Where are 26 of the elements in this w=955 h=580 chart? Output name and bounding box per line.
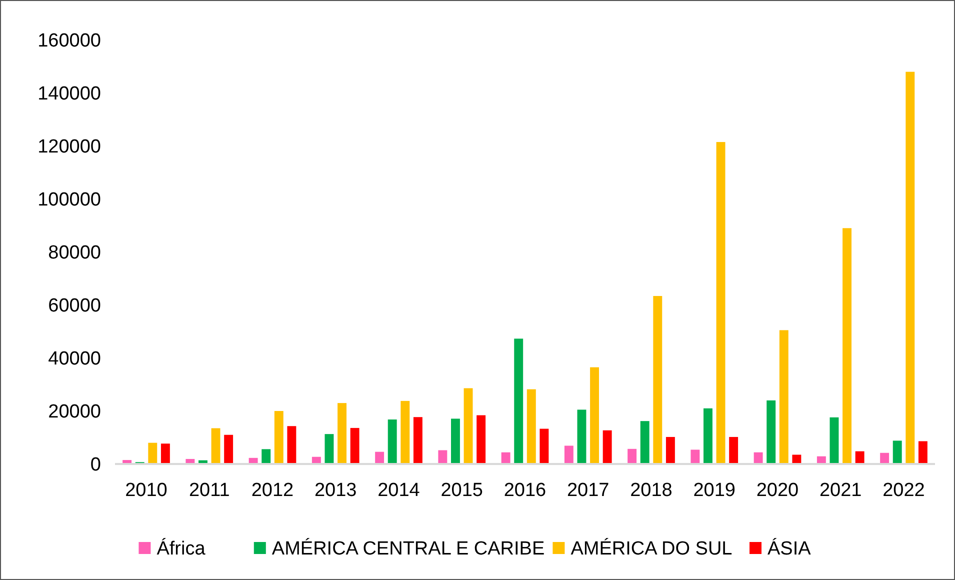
x-tick-label: 2016 — [504, 480, 546, 501]
y-tick-label: 60000 — [48, 296, 101, 317]
y-tick-label: 120000 — [38, 136, 101, 158]
y-tick-label: 80000 — [48, 242, 101, 264]
x-tick-label: 2013 — [314, 480, 357, 501]
legend-label: AMÉRICA DO SUL — [570, 538, 732, 560]
y-tick-label: 0 — [90, 454, 101, 476]
x-tick-label: 2015 — [440, 480, 484, 501]
x-tick-label: 2022 — [882, 480, 925, 501]
x-tick-label: 2018 — [630, 480, 672, 501]
legend-label: AMÉRICA CENTRAL E CARIBE — [272, 538, 545, 560]
y-tick-label: 100000 — [38, 190, 101, 211]
x-tick-label: 2011 — [188, 480, 230, 501]
y-tick-label: 140000 — [38, 84, 101, 105]
x-tick-label: 2020 — [756, 480, 799, 501]
y-tick-label: 160000 — [38, 30, 101, 52]
x-tick-label: 2017 — [566, 480, 610, 501]
y-tick-label: 40000 — [48, 348, 101, 370]
x-tick-label: 2019 — [693, 480, 736, 501]
x-tick-label: 2010 — [125, 480, 168, 501]
x-tick-label: 2014 — [378, 480, 420, 501]
legend-label: ÁSIA — [768, 538, 812, 560]
x-tick-label: 2021 — [819, 480, 862, 501]
y-tick-label: 20000 — [48, 402, 101, 423]
x-tick-label: 2012 — [251, 480, 294, 501]
legend-label: África — [156, 538, 206, 560]
